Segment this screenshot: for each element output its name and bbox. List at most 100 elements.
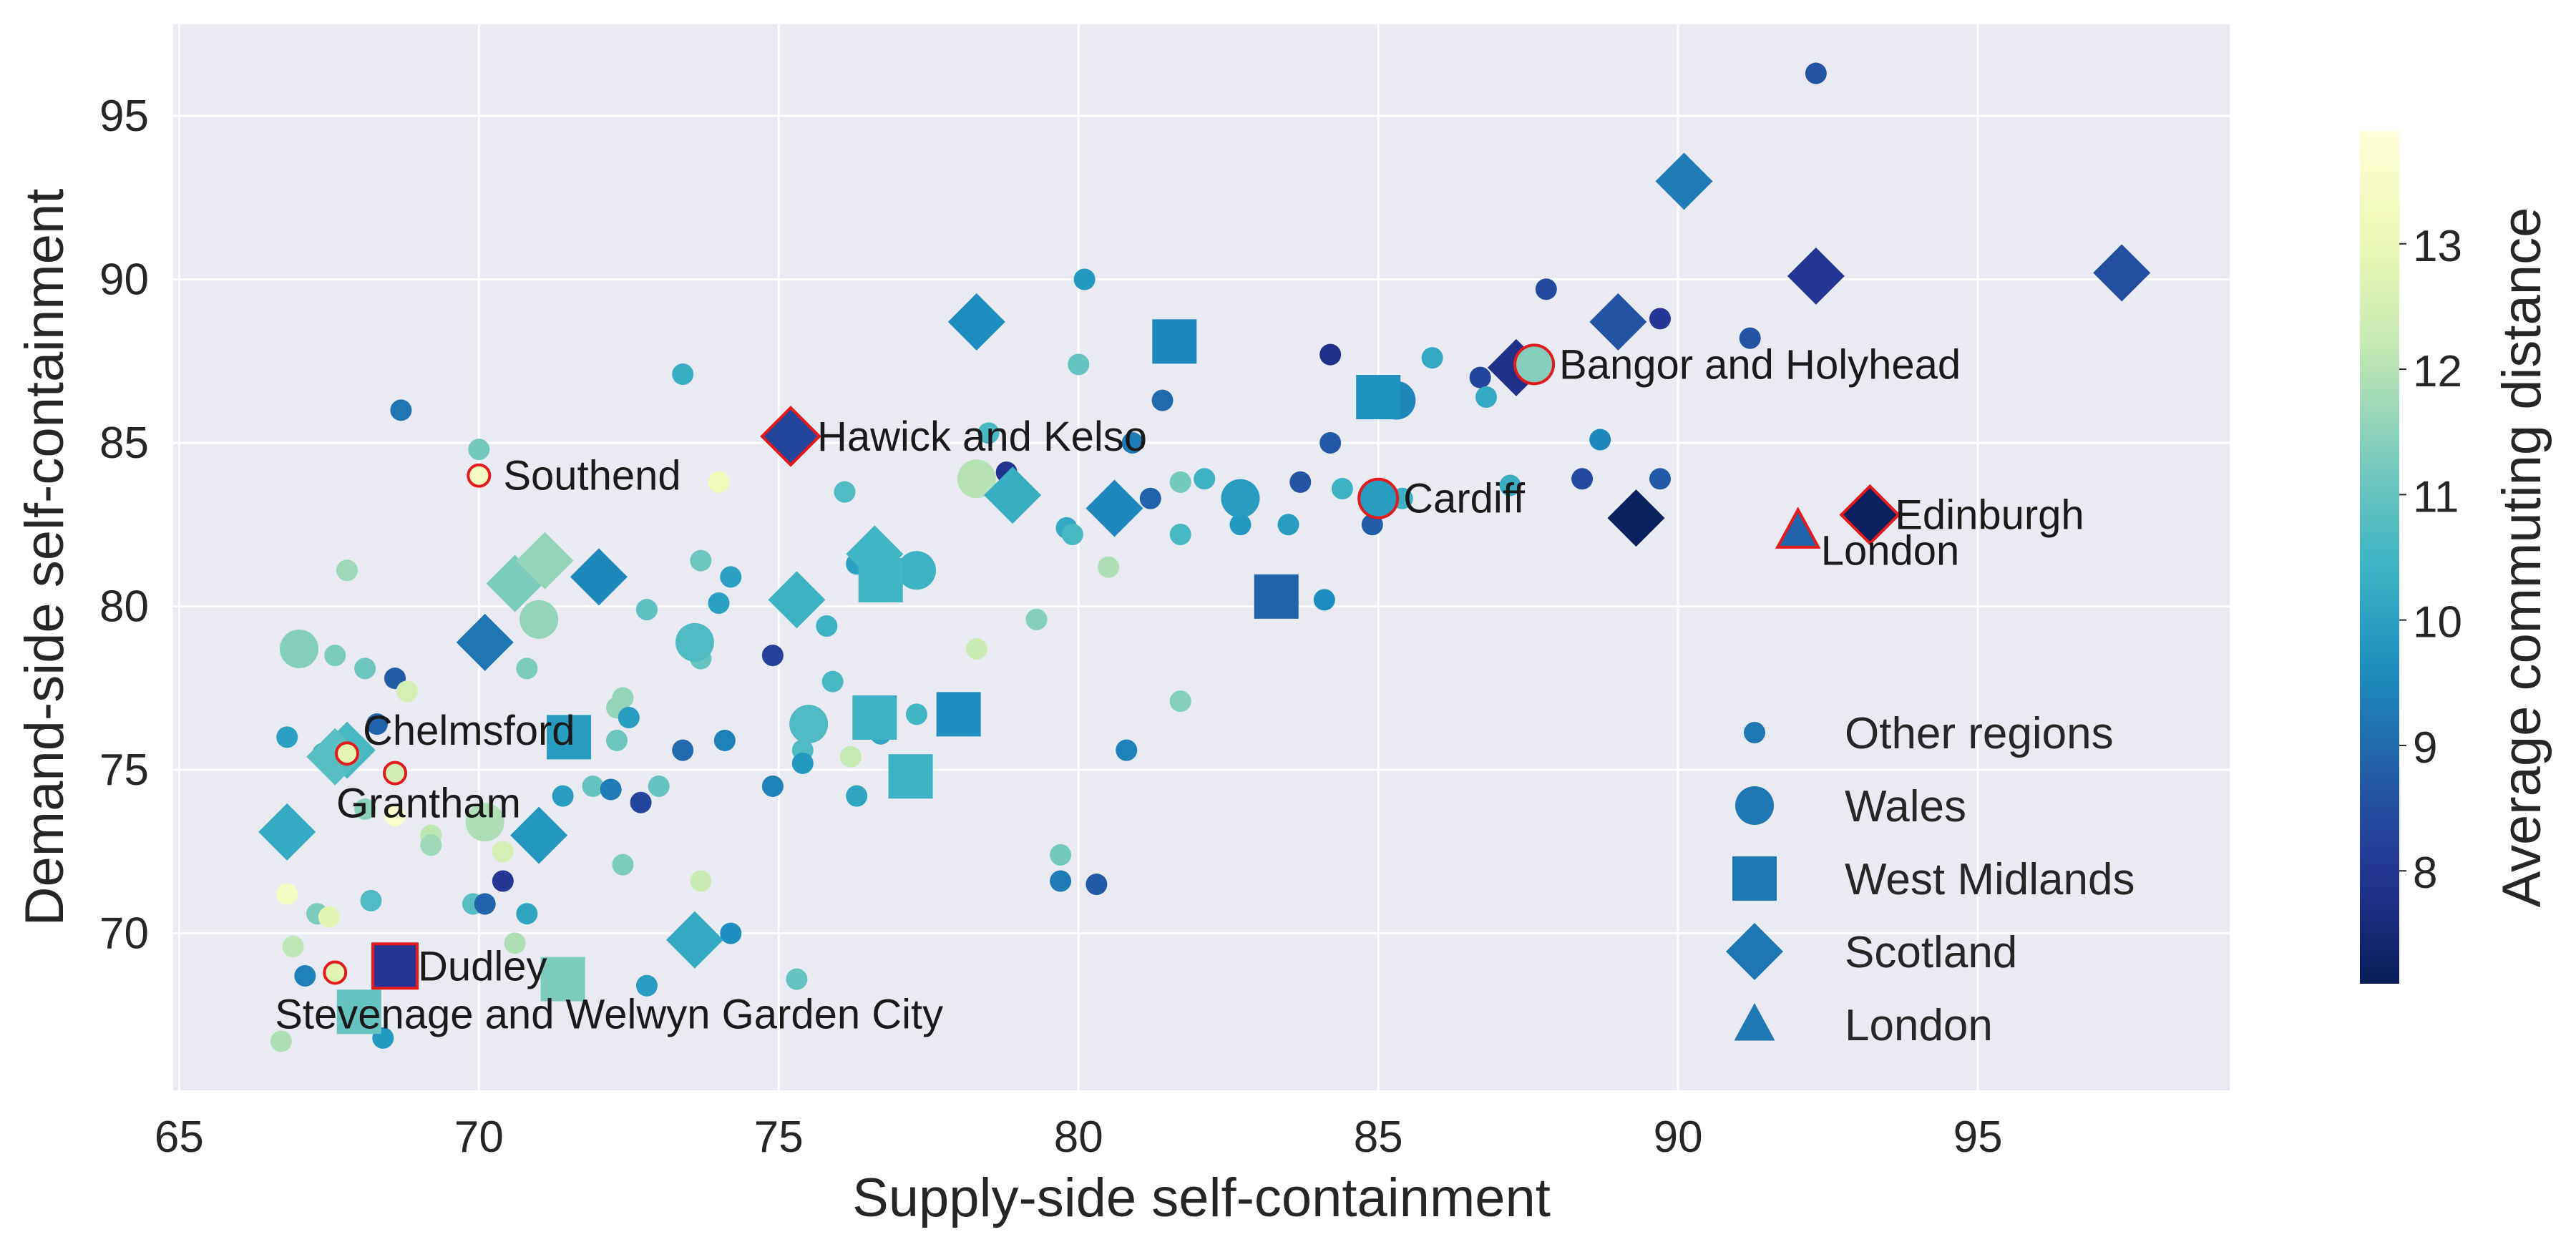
data-point (1787, 247, 1845, 305)
data-point (282, 935, 304, 957)
data-point (768, 571, 826, 629)
data-point (786, 968, 808, 990)
x-tick-label: 75 (754, 1112, 804, 1162)
data-point (336, 989, 381, 1035)
data-point (1319, 343, 1342, 366)
y-tick-label: 95 (99, 92, 149, 141)
data-point (1361, 514, 1383, 536)
data-point (965, 637, 987, 660)
highlighted-point (371, 942, 419, 990)
data-point (516, 657, 538, 680)
data-point (1655, 152, 1713, 210)
data-point (510, 806, 568, 864)
annotation-label: Bangor and Holyhead (1559, 341, 1961, 388)
data-point (1469, 366, 1491, 388)
data-point (936, 692, 981, 737)
data-point (1356, 375, 1401, 420)
y-axis-label: Demand-side self-containment (14, 189, 75, 926)
data-point (516, 532, 574, 590)
data-point (270, 1030, 292, 1052)
legend-marker (1726, 923, 1783, 980)
data-point (1313, 589, 1335, 611)
data-point (279, 629, 318, 668)
y-tick-label: 85 (99, 419, 149, 468)
highlighted-point (760, 406, 821, 467)
annotation-label: Dudley (418, 943, 547, 989)
legend-label: London (1845, 1001, 1993, 1050)
data-point (1571, 468, 1594, 490)
data-point (1169, 524, 1191, 546)
colorbar-tick-label: 8 (2413, 848, 2437, 898)
data-point (276, 726, 298, 748)
legend-marker (1744, 722, 1765, 743)
data-point (336, 559, 358, 582)
x-tick-label: 90 (1654, 1112, 1703, 1162)
data-point (1073, 268, 1096, 290)
data-point (1085, 479, 1143, 537)
data-point (1331, 478, 1353, 500)
data-point (390, 399, 412, 421)
data-point (1421, 347, 1443, 369)
highlighted-point (1513, 343, 1556, 386)
colorbar-tick-label: 9 (2413, 723, 2437, 773)
highlighted-point (467, 463, 492, 488)
data-point (708, 592, 730, 614)
data-point (600, 778, 622, 801)
data-point (1221, 479, 1260, 518)
annotation-label: London (1821, 527, 1960, 574)
data-point (957, 459, 996, 499)
legend-label: Scotland (1845, 928, 2017, 977)
x-tick-label: 85 (1354, 1112, 1403, 1162)
annotation-label: Hawick and Kelso (817, 414, 1147, 460)
data-point (606, 729, 628, 751)
data-point (1152, 319, 1197, 364)
data-point (1061, 524, 1083, 546)
data-point (977, 422, 1000, 444)
data-point (540, 957, 585, 1002)
data-point (897, 551, 936, 590)
data-point (713, 729, 736, 751)
colorbar-tick-label: 12 (2413, 347, 2462, 396)
data-point (276, 883, 298, 905)
x-axis-ticks: 65 70 75 80 85 90 95 (155, 1112, 2003, 1162)
data-point (648, 775, 670, 797)
y-axis-ticks: 70 75 80 85 90 95 (99, 92, 149, 959)
data-point (612, 854, 634, 876)
colorbar-ticks: 8 9 10 11 12 13 (2399, 222, 2462, 898)
data-point (519, 600, 559, 639)
data-point (384, 805, 406, 827)
annotation-label: Southend (503, 453, 680, 499)
data-point (635, 599, 658, 621)
data-point (672, 363, 694, 386)
data-point (1025, 608, 1048, 630)
data-point (1098, 556, 1120, 578)
data-point (672, 739, 694, 761)
data-point (1139, 487, 1161, 509)
data-point (888, 754, 933, 799)
data-point (846, 785, 868, 807)
annotation-label: Stevenage and Welwyn Garden City (275, 991, 943, 1037)
annotations: Bangor and Holyhead Hawick and Kelso South… (275, 341, 2084, 1037)
legend-label: Other regions (1845, 709, 2114, 758)
data-point (1289, 471, 1312, 493)
data-point (1068, 353, 1090, 376)
highlighted-point (383, 761, 408, 786)
highlighted-point (1357, 477, 1400, 519)
data-point (690, 870, 712, 892)
legend-marker (1734, 1003, 1775, 1041)
data-point (1169, 471, 1191, 493)
y-tick-label: 75 (99, 745, 149, 795)
data-point (690, 549, 712, 572)
colorbar-tick-label: 10 (2413, 598, 2462, 647)
data-point (720, 922, 742, 944)
y-tick-label: 80 (99, 582, 149, 632)
legend-label: West Midlands (1845, 855, 2135, 904)
highlighted-point (334, 741, 359, 766)
data-point (456, 613, 514, 671)
highlighted-point (1839, 484, 1901, 546)
data-point (816, 615, 838, 637)
data-point (761, 775, 784, 797)
data-point (354, 798, 376, 820)
data-point (665, 911, 723, 969)
data-point (582, 775, 604, 797)
